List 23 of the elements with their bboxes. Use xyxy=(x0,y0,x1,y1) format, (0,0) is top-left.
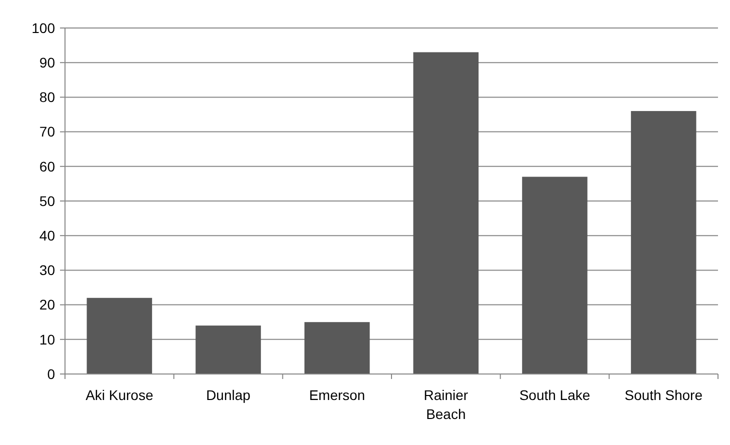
x-tick-label: Dunlap xyxy=(206,387,251,403)
x-tick-label: Aki Kurose xyxy=(86,387,154,403)
x-tick-label: Rainier Beach xyxy=(424,387,468,422)
x-tick-label: South Shore xyxy=(624,387,703,403)
y-tick-label: 90 xyxy=(39,54,56,70)
y-tick-label: 10 xyxy=(39,331,56,348)
bar xyxy=(630,111,696,374)
y-tick-label: 20 xyxy=(39,296,56,313)
y-tick-label: 100 xyxy=(32,20,56,36)
y-tick-label: 50 xyxy=(39,192,56,209)
bar xyxy=(86,298,152,374)
bar xyxy=(304,322,370,374)
x-tick-label: South Lake xyxy=(519,387,590,403)
bar xyxy=(522,176,588,374)
y-tick-label: 80 xyxy=(39,89,56,106)
y-tick-label: 70 xyxy=(39,124,56,140)
y-tick-label: 60 xyxy=(39,158,56,174)
x-tick-label: Emerson xyxy=(309,387,366,403)
bar xyxy=(196,326,261,374)
bar xyxy=(413,52,479,374)
y-tick-label: 30 xyxy=(39,262,56,278)
y-tick-label: 40 xyxy=(39,228,56,244)
y-tick-label: 0 xyxy=(47,366,56,382)
